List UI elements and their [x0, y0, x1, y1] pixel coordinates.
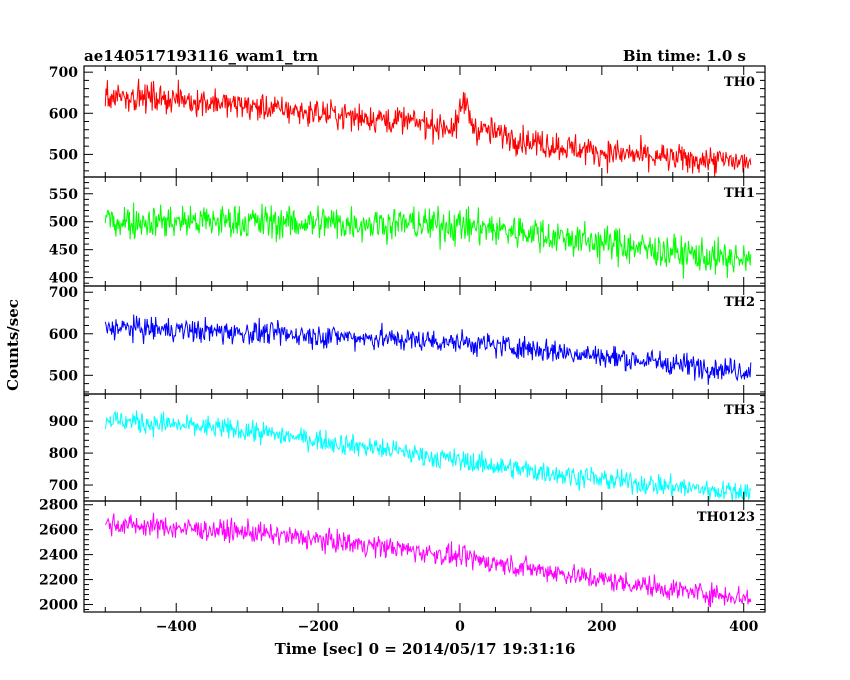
panel-label-th2: TH2 [724, 295, 755, 310]
series-th2 [104, 314, 752, 385]
x-axis: −400 −200 0 200 400 [156, 619, 759, 635]
series-th3 [104, 410, 752, 501]
y-tick-label: 700 [49, 285, 78, 301]
y-axis-label: Counts/sec [4, 299, 22, 391]
y-tick-label: 500 [49, 368, 78, 384]
panel-th3: 700 800 900 TH3 [49, 393, 766, 502]
series-th1 [104, 202, 752, 279]
y-tick-label: 2600 [39, 523, 78, 539]
y-tick-label: 2400 [39, 548, 78, 564]
series-th0123 [104, 512, 752, 608]
panel-frame [83, 285, 766, 395]
y-tick-label: 500 [49, 215, 78, 231]
panel-label-th3: TH3 [724, 403, 755, 418]
y-tick-label: 2800 [39, 498, 78, 514]
y-tick-label: 500 [49, 147, 78, 163]
y-tick-label: 2200 [39, 573, 78, 589]
x-tick-label: 200 [587, 619, 616, 635]
x-axis-label: Time [sec] 0 = 2014/05/17 19:31:16 [275, 640, 576, 658]
y-tick-label: 800 [49, 446, 78, 462]
panel-label-th0123: TH0123 [697, 510, 755, 525]
panel-label-th0: TH0 [724, 75, 755, 90]
x-tick-label: 400 [729, 619, 758, 635]
y-tick-label: 550 [49, 187, 78, 203]
x-tick-label: −200 [298, 619, 339, 635]
y-tick-label: 2000 [39, 598, 78, 614]
panels-group: 500 600 700 TH0 400 450 500 550 TH1 500 600 700 TH2 7… [39, 65, 766, 614]
y-tick-label: 400 [49, 271, 78, 287]
y-tick-label: 900 [49, 414, 78, 430]
chart-title: ae140517193116_wam1_trn [84, 47, 318, 65]
panel-frame [83, 393, 766, 502]
panel-label-th1: TH1 [724, 186, 755, 201]
x-tick-label: −400 [156, 619, 197, 635]
bin-time-label: Bin time: 1.0 s [623, 47, 746, 65]
panel-th1: 400 450 500 550 TH1 [49, 176, 766, 287]
panel-frame [83, 176, 766, 287]
y-tick-label: 600 [49, 327, 78, 343]
y-tick-label: 700 [49, 65, 78, 81]
panel-th0123: 2000 2200 2400 2600 2800 TH0123 [39, 498, 766, 614]
y-tick-label: 600 [49, 106, 78, 122]
panel-th0: 500 600 700 TH0 [49, 65, 766, 178]
panel-th2: 500 600 700 TH2 [49, 285, 766, 395]
series-th0 [104, 78, 752, 177]
x-tick-label: 0 [455, 619, 465, 635]
y-tick-label: 450 [49, 243, 78, 259]
y-tick-label: 700 [49, 478, 78, 494]
